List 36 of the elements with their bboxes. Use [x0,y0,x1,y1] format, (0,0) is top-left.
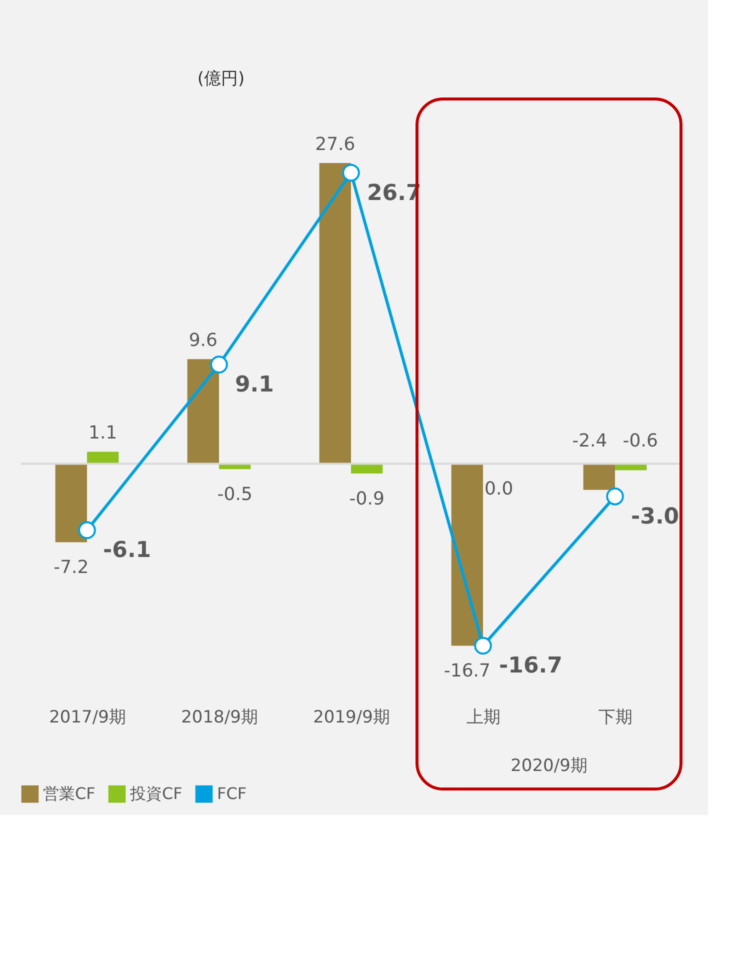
legend-label: 投資CF [129,784,182,804]
data-label: -3.0 [631,504,680,530]
point [606,488,624,506]
x-tick-label: 2019/9期 [313,708,390,728]
data-label: -0.6 [622,430,658,452]
y-axis-title: (億円) [197,69,245,89]
data-label: 9.1 [235,372,274,398]
legend-label: 営業CF [43,784,96,804]
x-tick-label: 上期 [466,708,500,728]
data-label: -0.5 [217,484,252,506]
data-label: -0.9 [349,488,384,510]
bar [87,452,119,464]
data-label: 27.6 [315,134,356,155]
data-label: -2.4 [572,430,608,452]
bar [583,464,615,490]
point [474,636,492,655]
data-label: -7.2 [54,557,89,578]
data-label: 1.1 [88,422,118,444]
x-tick-label: 下期 [598,708,632,728]
bar [451,464,483,646]
data-label: 9.6 [188,330,218,352]
data-label: 0.0 [484,478,514,500]
data-label: -16.7 [444,660,490,682]
legend-label: FCF [217,784,247,804]
x-tick-label: 2017/9期 [49,708,126,728]
bar [319,162,351,464]
point [78,521,96,540]
text: 2020/9期 [510,756,588,776]
point [342,164,360,182]
point [210,356,228,374]
bar [55,464,87,542]
bar [187,359,219,464]
bar [351,464,383,474]
data-label: -16.7 [499,654,562,679]
data-label: -6.1 [103,538,152,564]
x-tick-label: 2018/9期 [181,708,258,728]
